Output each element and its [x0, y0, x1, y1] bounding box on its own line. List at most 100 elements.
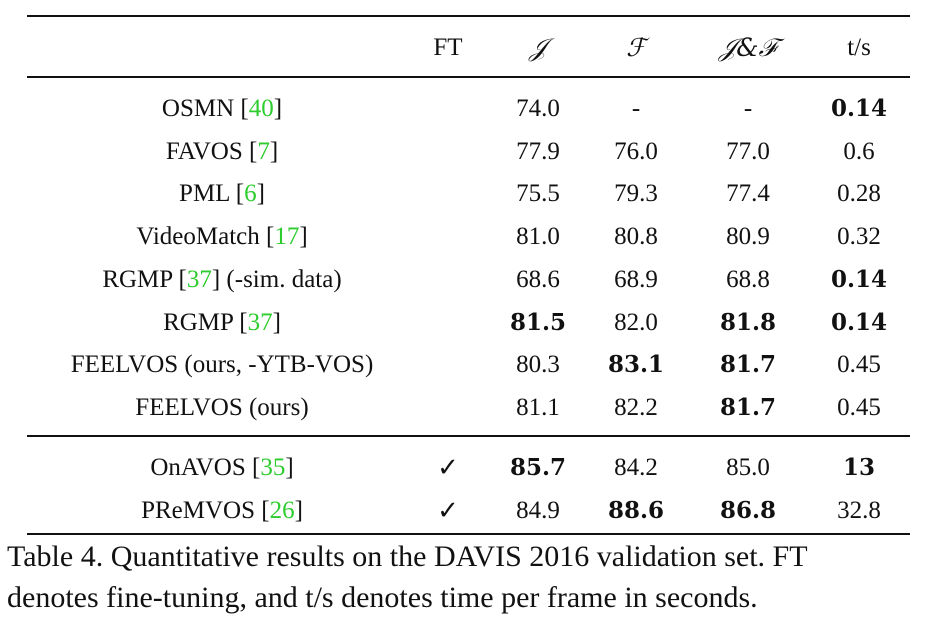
f-score: 79.3 [614, 180, 658, 208]
jf-score: 81.8 [719, 308, 777, 336]
f-score: 76.0 [614, 137, 658, 165]
method-label: RGMP [ [163, 308, 248, 336]
method-name: PML [6] [27, 173, 417, 215]
table-row: PML [6] 75.5 79.3 77.4 0.28 [0, 173, 930, 215]
j-score: 81.5 [509, 308, 567, 336]
header-jf: 𝒥&ℱ [719, 33, 777, 62]
method-label: VideoMatch [ [136, 223, 275, 251]
method-suffix: ] [273, 95, 283, 122]
f-score: 88.6 [607, 496, 665, 524]
table-row: RGMP [37] 81.5 82.0 81.8 0.14 [0, 302, 930, 344]
f-score: 82.0 [614, 308, 658, 336]
method-label: OSMN [ [161, 95, 249, 122]
time-per-frame: 32.8 [837, 496, 881, 524]
method-name: RGMP [37] [27, 302, 417, 344]
ft-check-icon: ✓ [437, 495, 459, 526]
citation-link[interactable]: 35 [260, 454, 286, 481]
group-separator-rule [27, 435, 910, 437]
time-per-frame: 0.45 [837, 351, 881, 379]
j-score: 75.5 [516, 180, 560, 208]
citation-link[interactable]: 37 [247, 308, 273, 336]
method-name: FAVOS [7] [27, 131, 417, 173]
method-suffix: ] [299, 223, 308, 251]
table-row: OSMN [40] 74.0 - - 0.14 [0, 88, 930, 130]
table-top-rule [27, 15, 910, 17]
jf-score: 77.4 [726, 180, 770, 208]
jf-score: 77.0 [726, 137, 770, 165]
time-per-frame: 0.6 [843, 137, 875, 165]
header-ft: FT [433, 34, 463, 61]
jf-score: - [743, 95, 753, 122]
jf-score: 85.0 [726, 454, 770, 481]
method-name: VideoMatch [17] [27, 216, 417, 258]
method-suffix: ] [285, 454, 294, 481]
header-f: ℱ [626, 33, 646, 62]
f-score: 83.1 [607, 351, 665, 379]
j-score: 74.0 [516, 95, 560, 122]
f-score: - [631, 95, 641, 122]
time-per-frame: 0.45 [837, 393, 881, 421]
method-label: FEELVOS (ours, -YTB-VOS) [70, 351, 374, 379]
j-score: 68.6 [516, 265, 560, 293]
j-score: 81.0 [516, 223, 560, 251]
f-score: 84.2 [614, 454, 658, 481]
caption-line-2: denotes fine-tuning, and t/s denotes tim… [7, 581, 758, 614]
table-row: FEELVOS (ours) 81.1 82.2 81.7 0.45 [0, 387, 930, 429]
method-label: FAVOS [ [165, 137, 258, 165]
method-name: RGMP [37] (-sim. data) [27, 259, 417, 301]
time-per-frame: 0.14 [830, 308, 888, 336]
table-row: FEELVOS (ours, -YTB-VOS) 80.3 83.1 81.7 0.45 [0, 344, 930, 386]
method-suffix: ] [294, 496, 303, 524]
j-score: 81.1 [516, 393, 560, 421]
citation-link[interactable]: 7 [257, 137, 270, 165]
method-name: FEELVOS (ours, -YTB-VOS) [27, 344, 417, 386]
header-j: 𝒥 [529, 33, 547, 62]
table-row: FAVOS [7] 77.9 76.0 77.0 0.6 [0, 131, 930, 173]
method-name: FEELVOS (ours) [27, 387, 417, 429]
method-name: OSMN [40] [27, 88, 417, 130]
method-label: PReMVOS [ [141, 496, 270, 524]
table-row: RGMP [37] (-sim. data) 68.6 68.9 68.8 0.14 [0, 259, 930, 301]
jf-score: 86.8 [719, 496, 777, 524]
method-name: OnAVOS [35] [27, 447, 417, 489]
method-suffix: ] [272, 308, 281, 336]
citation-link[interactable]: 26 [269, 496, 295, 524]
citation-link[interactable]: 6 [244, 180, 257, 208]
citation-link[interactable]: 17 [274, 223, 300, 251]
method-label: RGMP [ [102, 265, 187, 293]
j-score: 80.3 [516, 351, 560, 379]
f-score: 68.9 [614, 265, 658, 293]
method-suffix: ] (-sim. data) [211, 265, 342, 293]
table-row: OnAVOS [35] ✓ 85.7 84.2 85.0 13 [0, 447, 930, 489]
jf-score: 81.7 [719, 351, 777, 379]
method-label: PML [ [179, 180, 245, 208]
j-score: 84.9 [516, 496, 560, 524]
table-caption: Table 4. Quantitative results on the DAV… [7, 536, 927, 618]
table-row: PReMVOS [26] ✓ 84.9 88.6 86.8 32.8 [0, 490, 930, 532]
jf-score: 81.7 [719, 393, 777, 421]
header-time: t/s [847, 34, 871, 61]
method-suffix: ] [269, 137, 279, 165]
citation-link[interactable]: 37 [186, 265, 212, 293]
caption-line-1: Table 4. Quantitative results on the DAV… [7, 540, 808, 573]
time-per-frame: 0.14 [830, 95, 888, 122]
j-score: 85.7 [509, 454, 567, 481]
time-per-frame: 0.32 [837, 223, 881, 251]
table-bottom-rule [27, 533, 910, 535]
time-per-frame: 13 [842, 454, 875, 481]
time-per-frame: 0.28 [837, 180, 881, 208]
header-rule [27, 76, 910, 78]
method-label: OnAVOS [ [150, 454, 261, 481]
f-score: 80.8 [614, 223, 658, 251]
ft-check-icon: ✓ [437, 453, 459, 483]
table-row: VideoMatch [17] 81.0 80.8 80.9 0.32 [0, 216, 930, 258]
jf-score: 80.9 [726, 223, 770, 251]
time-per-frame: 0.14 [830, 265, 888, 293]
method-suffix: ] [256, 180, 265, 208]
jf-score: 68.8 [726, 265, 770, 293]
j-score: 77.9 [516, 137, 560, 165]
method-label: FEELVOS (ours) [135, 393, 309, 421]
f-score: 82.2 [614, 393, 658, 421]
citation-link[interactable]: 40 [248, 95, 274, 122]
method-name: PReMVOS [26] [27, 490, 417, 532]
